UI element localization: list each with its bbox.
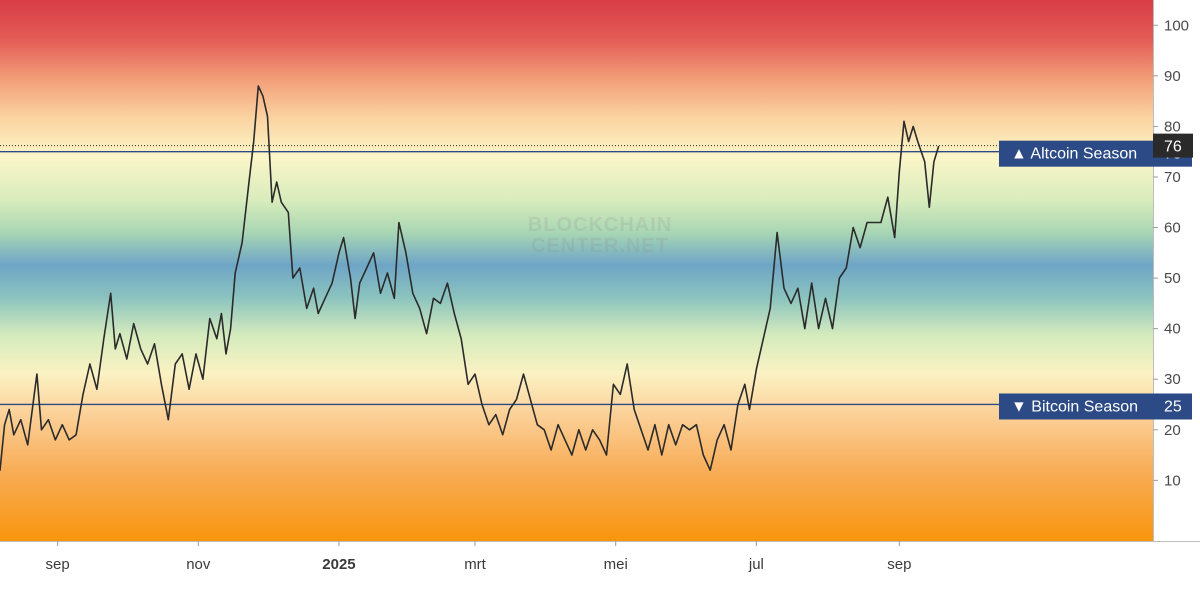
y-tick-label: 70 bbox=[1164, 169, 1181, 186]
x-tick-label: sep bbox=[46, 556, 70, 573]
current-value-badge-box bbox=[1153, 133, 1193, 158]
x-axis-ticks: sep nov 2025 mrt mei jul sep bbox=[46, 541, 911, 573]
y-axis-panel bbox=[1153, 0, 1200, 541]
series-line bbox=[0, 85, 940, 472]
y-tick-label: 80 bbox=[1164, 118, 1181, 135]
series-group bbox=[0, 85, 940, 472]
x-tick-label: mei bbox=[604, 556, 628, 573]
y-tick-label: 40 bbox=[1164, 321, 1181, 338]
x-tick-label: nov bbox=[186, 556, 211, 573]
reference-badge-label: ▲ Altcoin Season bbox=[1011, 146, 1137, 163]
reference-lines bbox=[0, 150, 1153, 406]
x-tick-label: sep bbox=[887, 556, 911, 573]
x-tick-label: 2025 bbox=[322, 556, 355, 573]
x-tick-label: jul bbox=[748, 556, 764, 573]
x-tick-label: mrt bbox=[464, 556, 486, 573]
plot-background bbox=[0, 0, 1153, 541]
y-tick-label: 100 bbox=[1164, 17, 1189, 34]
watermark-line-2: CENTER.NET bbox=[531, 235, 669, 257]
reference-badge-label: ▼ Bitcoin Season bbox=[1011, 398, 1138, 415]
reference-badge-value: 25 bbox=[1164, 398, 1182, 415]
y-axis-ticks: 10 20 30 40 50 60 70 80 90 100 bbox=[1153, 17, 1189, 489]
watermark: BLOCKCHAIN CENTER.NET bbox=[528, 214, 672, 257]
y-tick-label: 10 bbox=[1164, 472, 1181, 489]
current-value-badge: 76 bbox=[1153, 133, 1193, 158]
y-tick-label: 60 bbox=[1164, 220, 1181, 237]
reference-badge-box bbox=[999, 393, 1192, 420]
y-tick-label: 50 bbox=[1164, 270, 1181, 287]
current-value-badge-label: 76 bbox=[1164, 139, 1182, 156]
y-tick-label: 20 bbox=[1164, 422, 1181, 439]
y-tick-label: 30 bbox=[1164, 371, 1181, 388]
y-tick-label: 90 bbox=[1164, 68, 1181, 85]
watermark-line-1: BLOCKCHAIN bbox=[528, 214, 672, 236]
